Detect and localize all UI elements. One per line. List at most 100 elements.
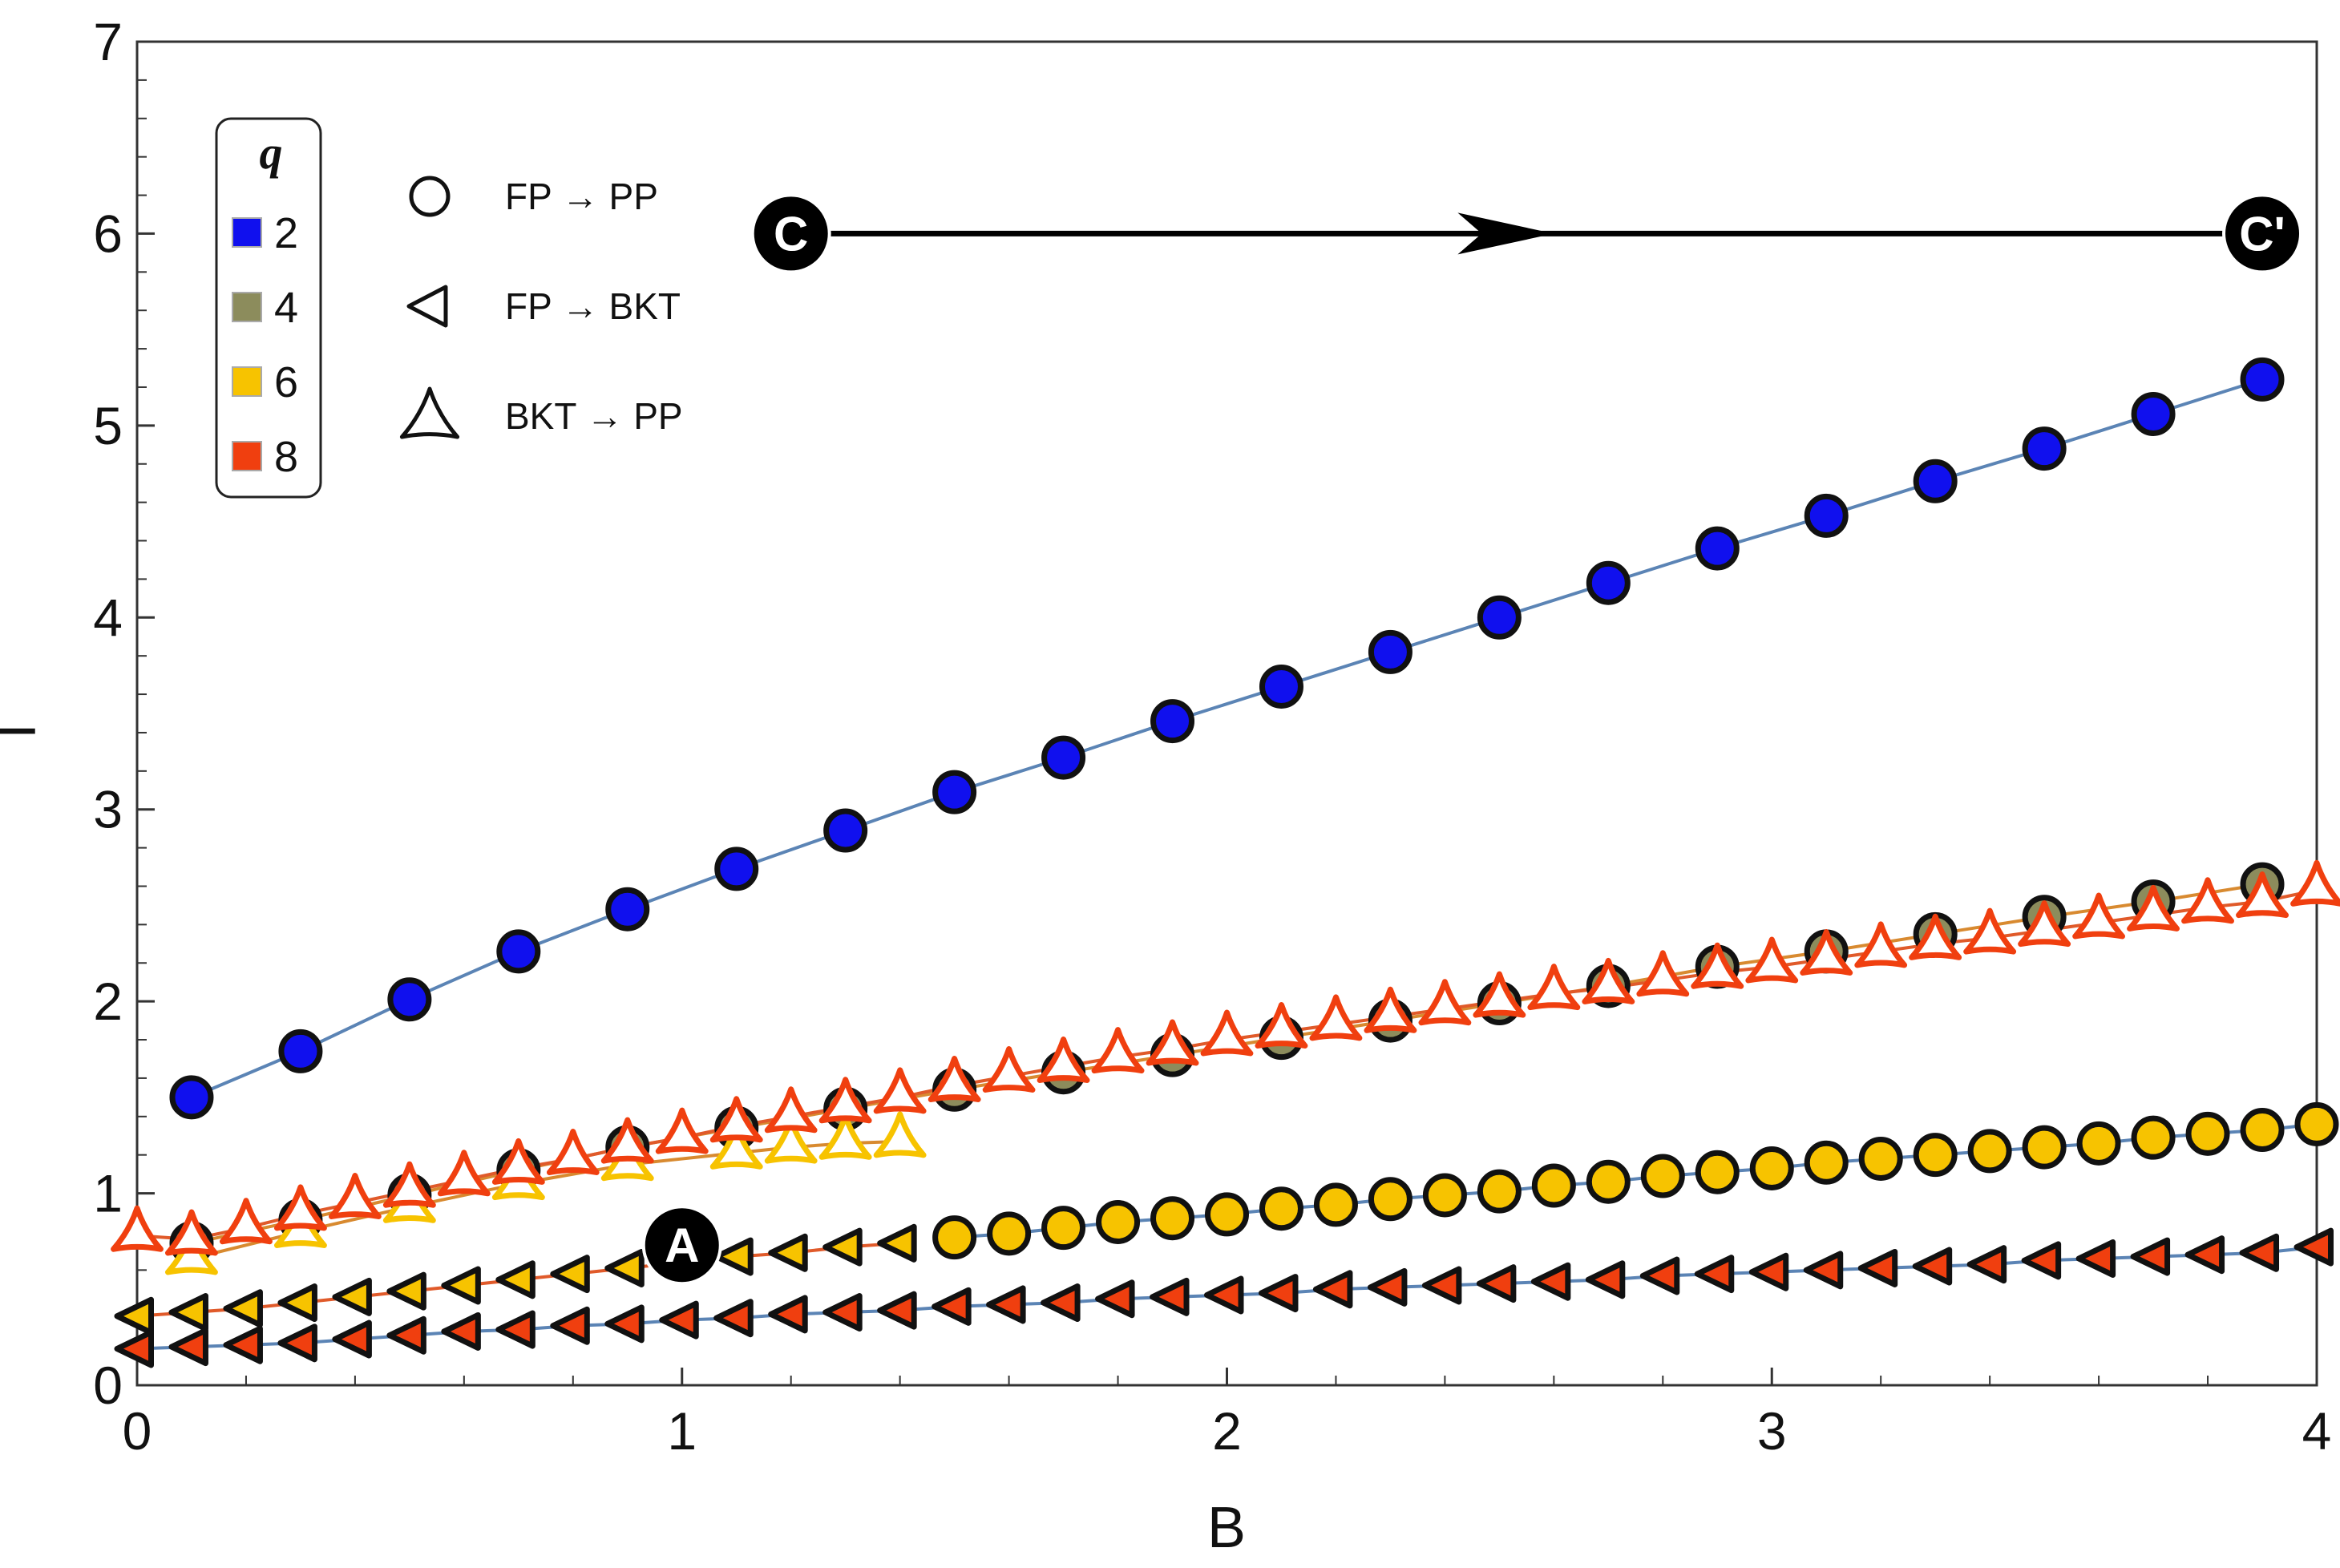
marker-q8-triangle-left [495,1310,535,1349]
marker-q2-circle [2240,357,2285,402]
annotation-label-0: A [665,1218,699,1272]
marker-q8-triangle-left [659,1300,699,1340]
marker-q8-tristar [600,1117,654,1164]
marker-q6-tristar [764,1117,818,1164]
marker-q6-circle [2240,1108,2285,1153]
marker-q8-tristar [2290,859,2340,907]
marker-q8-tristar [437,1150,491,1197]
marker-q2-circle [1041,735,1086,780]
legend-label-q8: 8 [274,433,298,481]
marker-q8-tristar [1527,964,1581,1011]
annotation-point-0 [641,1205,722,1286]
legend-shape-triangle [406,285,448,328]
legend-shapes: FP → PP FP → BKT BKT → PP [399,176,683,439]
marker-q8-triangle-left [1966,1245,2007,1284]
marker-q2-circle [1804,493,1849,538]
marker-q6-circle [1640,1154,1685,1198]
x-tick-label: 4 [2302,1401,2332,1461]
marker-q8-triangle-left [2021,1241,2062,1280]
axis-ticks: 0 1 2 3 4 0 1 2 3 4 5 6 7 [93,12,2331,1461]
marker-q8-triangle-left [2294,1227,2334,1267]
legend-swatch-q2 [232,217,262,248]
marker-q2-circle [932,770,977,814]
y-axis-title: T [0,713,48,749]
annotation-point-1 [750,193,831,274]
marker-q6-circle [932,1215,977,1260]
annotation-point-2 [2222,193,2303,274]
marker-q8-tristar [764,1086,818,1134]
marker-q6-tristar [873,1111,927,1158]
marker-q8-tristar [1636,950,1690,997]
y-tick-label: 6 [93,204,123,263]
marker-q2-circle [714,847,759,891]
marker-q6-circle [1096,1199,1141,1244]
marker-q8-tristar [111,1205,164,1252]
marker-q6-circle [2185,1111,2230,1156]
y-tick-label: 2 [93,972,123,1031]
marker-q6-circle [1313,1182,1358,1227]
legend-label-q2: 2 [274,209,298,257]
marker-q6-circle [1858,1136,1903,1181]
marker-q8-triangle-left [550,1306,590,1345]
marker-q8-triangle-left [986,1285,1026,1324]
marker-q8-tristar [1582,957,1635,1004]
marker-q2-circle [1259,664,1303,709]
marker-q2-circle [278,1028,323,1073]
annotations: A C C' [641,193,2303,1286]
legend-shape-label-1: FP → BKT [505,285,681,327]
marker-q8-tristar [1309,994,1363,1041]
marker-q6-circle [1804,1140,1849,1185]
legend-q: q 2 4 6 8 [215,117,322,499]
marker-q6-circle [1913,1133,1958,1178]
marker-q8-triangle-left [713,1299,754,1338]
marker-q6-triangle-left [277,1283,317,1323]
marker-q6-circle [2131,1115,2176,1160]
marker-q8-tristar [2181,877,2234,924]
marker-q8-tristar [1091,1027,1145,1074]
legend-swatch-q4 [232,292,262,322]
marker-q8-triangle-left [1095,1279,1135,1319]
marker-q6-circle [2022,1125,2067,1170]
marker-q8-triangle-left [1694,1255,1735,1294]
marker-q8-tristar [873,1067,927,1114]
marker-q6-triangle-left [822,1227,863,1267]
marker-q8-triangle-left [386,1315,426,1355]
marker-q8-tristar [1800,929,1853,976]
marker-q6-triangle-left [768,1233,808,1272]
marker-q2-circle [1477,595,1522,640]
marker-q6-triangle-left [223,1289,263,1328]
path-c-to-c-prime [790,212,2263,255]
marker-q8-tristar [274,1184,327,1231]
marker-q8-tristar [1364,986,1417,1033]
marker-q8-tristar [1146,1019,1199,1066]
marker-q6-circle [1749,1146,1794,1190]
marker-q8-triangle-left [1585,1260,1626,1299]
x-tick-label: 3 [1757,1401,1787,1461]
marker-q6-triangle-left [495,1260,535,1299]
marker-q2-circle [823,808,868,853]
marker-q8-triangle-left [1258,1274,1299,1313]
marker-q2-circle [496,929,541,974]
marker-q8-tristar [2018,900,2071,948]
x-tick-label: 1 [667,1401,697,1461]
marker-q8-tristar [982,1046,1036,1093]
y-tick-label: 3 [93,780,123,839]
marker-q8-triangle-left [1530,1262,1571,1301]
marker-q6-tristar [709,1122,763,1170]
marker-q6-circle [2076,1121,2121,1166]
y-tick-label: 7 [93,12,123,71]
series-markers [111,357,2340,1368]
marker-q8-tristar [928,1056,981,1102]
annotation-label-1: C [774,207,808,261]
marker-q8-tristar [2236,871,2289,919]
marker-q8-tristar [1418,979,1472,1026]
marker-q8-tristar [1854,921,1908,968]
marker-q6-circle [1695,1150,1740,1194]
marker-q8-triangle-left [1748,1252,1789,1291]
marker-q6-circle [2294,1101,2339,1146]
marker-q8-triangle-left [1204,1275,1244,1315]
marker-q8-triangle-left [877,1291,917,1330]
marker-q8-tristar [1963,907,2017,955]
marker-q8-triangle-left [1803,1251,1844,1290]
marker-q8-triangle-left [1421,1266,1462,1305]
